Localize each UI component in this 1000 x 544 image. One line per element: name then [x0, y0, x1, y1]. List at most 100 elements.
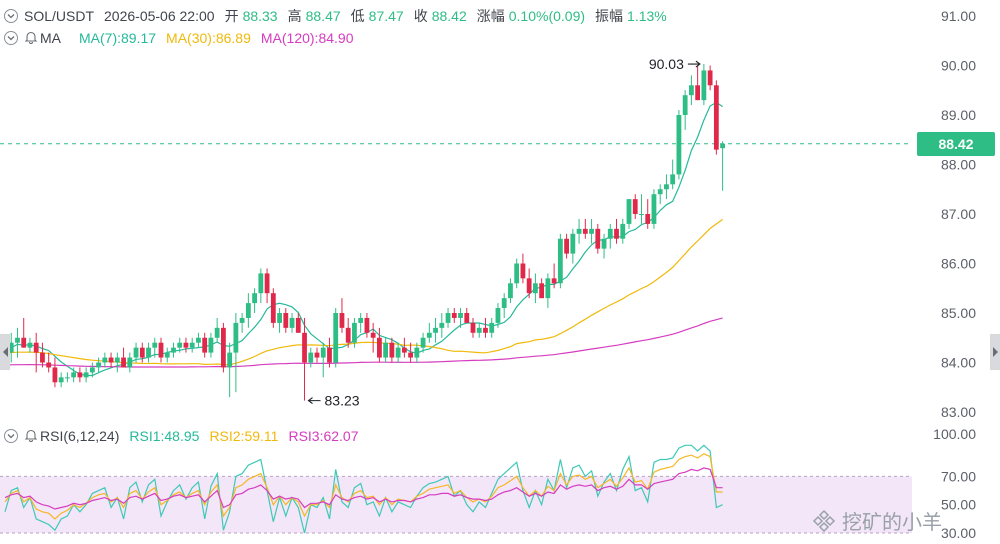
candle-body: [164, 352, 170, 358]
last-price-badge: 88.42: [917, 132, 995, 156]
candle-body: [557, 238, 563, 284]
candle-body: [483, 327, 488, 333]
candle-body: [121, 357, 126, 368]
candle-body: [383, 342, 389, 358]
ma-collapse-toggle-icon[interactable]: [4, 31, 18, 45]
rsi1-value: RSI1:48.95: [129, 428, 200, 444]
candle-body: [682, 95, 688, 115]
candle-body: [614, 228, 619, 239]
candle-body: [395, 347, 401, 358]
rsi2-value: RSI2:59.11: [209, 428, 279, 444]
watermark: 挖矿的小羊: [812, 506, 942, 535]
candle-body: [102, 357, 108, 363]
candle-body: [370, 332, 376, 338]
high-label: 高: [287, 8, 302, 24]
candle-body: [239, 317, 245, 323]
candle-body: [302, 332, 307, 363]
candle-body: [720, 143, 725, 149]
candle-body: [408, 352, 413, 358]
rsi-line-layer: [4, 444, 723, 534]
candle-body: [439, 322, 445, 328]
candle-body: [632, 199, 638, 214]
candle-body: [40, 352, 45, 363]
candle-body: [196, 337, 201, 343]
price-tick-label: 90.00: [941, 58, 976, 74]
alert-bell-icon[interactable]: [24, 30, 38, 47]
candle-body: [576, 228, 582, 234]
candle-body: [233, 322, 239, 353]
rsi-tick-label: 30.00: [941, 525, 976, 541]
close-value: 88.42: [431, 8, 467, 24]
rsi-band: [0, 475, 912, 534]
rsi2-line: [4, 453, 723, 520]
rsi-alert-bell-icon[interactable]: [24, 428, 38, 445]
candle-body: [458, 313, 463, 318]
candle-body: [15, 337, 20, 343]
candle-body: [470, 322, 476, 333]
price-tick-label: 83.00: [941, 404, 976, 420]
candle-datetime: 2026-05-06 22:00: [104, 8, 215, 24]
candle-body: [283, 313, 289, 328]
candle-body: [645, 214, 651, 224]
candle-body: [520, 263, 526, 279]
price-axis: 91.00 90.00 89.00 88.00 87.00 86.00 85.00 84.00…: [933, 8, 976, 541]
candle-body: [626, 199, 632, 224]
candle-body: [501, 298, 507, 309]
high-value: 88.47: [305, 8, 341, 24]
candle-body: [8, 342, 14, 353]
candle-body: [420, 337, 426, 348]
watermark-text: 挖矿的小羊: [842, 512, 942, 534]
candle-body: [670, 174, 676, 185]
price-tick-label: 85.00: [941, 305, 976, 321]
amplitude-label: 振幅: [595, 8, 624, 24]
candle-body: [133, 347, 139, 358]
ma7-value: MA(7):89.17: [79, 30, 157, 46]
candle-body: [227, 352, 233, 368]
candle-body: [139, 347, 145, 358]
candle-body: [33, 342, 39, 353]
candle-body: [464, 313, 470, 323]
candle-body: [258, 273, 264, 294]
candle-body: [489, 322, 495, 333]
rsi-overbought-oversold-band: [0, 476, 912, 533]
candle-body: [208, 337, 214, 353]
candle-body: [114, 357, 120, 363]
scroll-left-handle[interactable]: [0, 334, 10, 370]
candle-body: [289, 317, 295, 328]
candle-body: [433, 327, 438, 333]
candle-body: [71, 372, 77, 378]
change-label: 涨幅: [476, 8, 505, 24]
amplitude-value: 1.13%: [627, 8, 667, 24]
candle-body: [252, 293, 257, 304]
candle-body: [295, 317, 301, 333]
candlestick-layer: [2, 64, 725, 401]
candle-body: [152, 342, 158, 348]
candle-body: [83, 372, 89, 378]
candle-body: [96, 362, 101, 368]
candle-body: [77, 372, 83, 378]
candle-body: [545, 278, 551, 299]
candle-body: [426, 332, 432, 338]
candle-body: [177, 342, 183, 348]
rsi-collapse-toggle-icon[interactable]: [4, 429, 18, 443]
ma120-value: MA(120):84.90: [260, 30, 354, 46]
price-tick-label: 89.00: [941, 107, 976, 123]
candle-body: [533, 283, 538, 294]
candle-body: [277, 313, 282, 323]
candle-body: [270, 293, 276, 323]
candle-body: [58, 377, 64, 383]
candle-body: [601, 238, 607, 249]
candle-body: [389, 342, 395, 358]
candle-body: [620, 223, 626, 239]
collapse-toggle-icon[interactable]: [4, 9, 18, 23]
candle-body: [451, 313, 457, 318]
scroll-right-handle[interactable]: [990, 334, 1000, 370]
watermark-logo-icon: [812, 509, 836, 532]
rsi-legend: RSI(6,12,24) RSI1:48.95 RSI2:59.11 RSI3:…: [4, 426, 359, 446]
candle-body: [352, 322, 357, 343]
high-price-label: 90.03: [649, 56, 684, 72]
candle-body: [476, 327, 482, 333]
open-value: 88.33: [242, 8, 278, 24]
low-label: 低: [350, 8, 365, 24]
